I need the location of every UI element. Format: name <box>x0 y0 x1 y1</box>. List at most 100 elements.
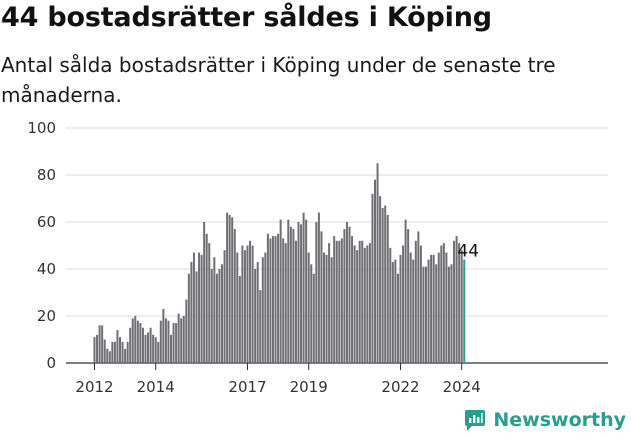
bar <box>185 299 188 363</box>
bar <box>384 205 387 363</box>
bar <box>251 245 254 363</box>
bar <box>282 238 285 363</box>
bar <box>279 219 282 363</box>
bar <box>458 243 461 363</box>
bar <box>195 271 198 363</box>
bar <box>152 334 155 363</box>
bar <box>205 233 208 363</box>
bar <box>335 240 338 363</box>
bar <box>274 236 277 363</box>
bar <box>198 252 201 363</box>
bar <box>396 273 399 363</box>
bar <box>277 233 280 363</box>
bar <box>126 341 129 363</box>
bar <box>425 266 427 363</box>
bar <box>238 276 241 363</box>
bar <box>218 269 221 363</box>
bar <box>139 323 142 363</box>
bar <box>328 243 331 363</box>
bar <box>404 219 407 363</box>
bar <box>422 266 425 363</box>
bar <box>289 226 292 363</box>
x-axis: 2012 2014 2017 2019 2022 2024 <box>75 363 481 396</box>
bar <box>351 236 354 363</box>
bar <box>131 318 134 363</box>
bar <box>300 224 303 363</box>
bar <box>317 212 320 363</box>
x-tick-label: 2019 <box>290 378 328 396</box>
bar <box>305 219 308 363</box>
x-tick-label: 2024 <box>443 378 481 396</box>
bar <box>455 236 458 363</box>
bar <box>134 316 137 363</box>
bar <box>154 337 157 363</box>
bar <box>269 238 272 363</box>
chart-title: 44 bostadsrätter såldes i Köping <box>1 2 492 33</box>
last-value-label: 44 <box>457 242 479 262</box>
bar <box>414 240 417 363</box>
bar <box>353 245 356 363</box>
bar <box>149 327 152 363</box>
bar <box>177 313 180 363</box>
bar <box>386 214 389 363</box>
x-tick-label: 2017 <box>228 378 266 396</box>
bar <box>261 257 264 363</box>
bar <box>241 245 244 363</box>
bar <box>190 261 193 363</box>
bar <box>330 257 333 363</box>
bar <box>264 252 267 363</box>
bar <box>159 320 162 363</box>
bar <box>236 252 239 363</box>
bar <box>170 334 172 363</box>
bar <box>348 226 351 363</box>
gridlines <box>66 127 608 364</box>
bar <box>312 273 315 363</box>
bar <box>256 261 259 363</box>
bar <box>442 243 445 363</box>
y-tick-label: 100 <box>27 119 56 137</box>
bar <box>379 196 382 363</box>
bar <box>432 254 435 363</box>
chart-subtitle: Antal sålda bostadsrätter i Köping under… <box>1 53 556 107</box>
bar <box>116 330 119 363</box>
bar <box>338 240 341 363</box>
bar <box>259 290 262 363</box>
bar <box>180 318 183 363</box>
bar <box>340 238 343 363</box>
bars <box>93 163 466 363</box>
bar <box>167 320 170 363</box>
bar <box>376 163 379 363</box>
bar <box>228 214 231 363</box>
bar <box>129 327 132 363</box>
y-tick-label: 60 <box>37 213 56 231</box>
bar <box>284 243 287 363</box>
bar <box>164 318 167 363</box>
y-tick-label: 0 <box>46 354 56 372</box>
bar <box>121 341 124 363</box>
bar <box>333 236 336 363</box>
bar <box>391 261 394 363</box>
bar <box>231 217 234 363</box>
bar <box>221 264 223 363</box>
bar <box>399 254 402 363</box>
bar <box>453 240 456 363</box>
bar <box>323 252 325 363</box>
bar <box>440 245 443 363</box>
bar <box>213 257 216 363</box>
bar <box>430 254 433 363</box>
bar <box>358 240 361 363</box>
bar <box>106 348 109 363</box>
bar <box>113 341 116 363</box>
bar <box>307 252 310 363</box>
bar <box>371 193 374 363</box>
bar <box>246 245 249 363</box>
bar <box>412 259 415 363</box>
bar <box>287 219 290 363</box>
bar <box>96 334 99 363</box>
brand-name: Newsworthy <box>493 409 626 431</box>
bar <box>147 332 150 363</box>
bar <box>172 323 175 363</box>
bar <box>208 243 211 363</box>
bar-latest <box>463 259 466 363</box>
bar <box>136 320 139 363</box>
